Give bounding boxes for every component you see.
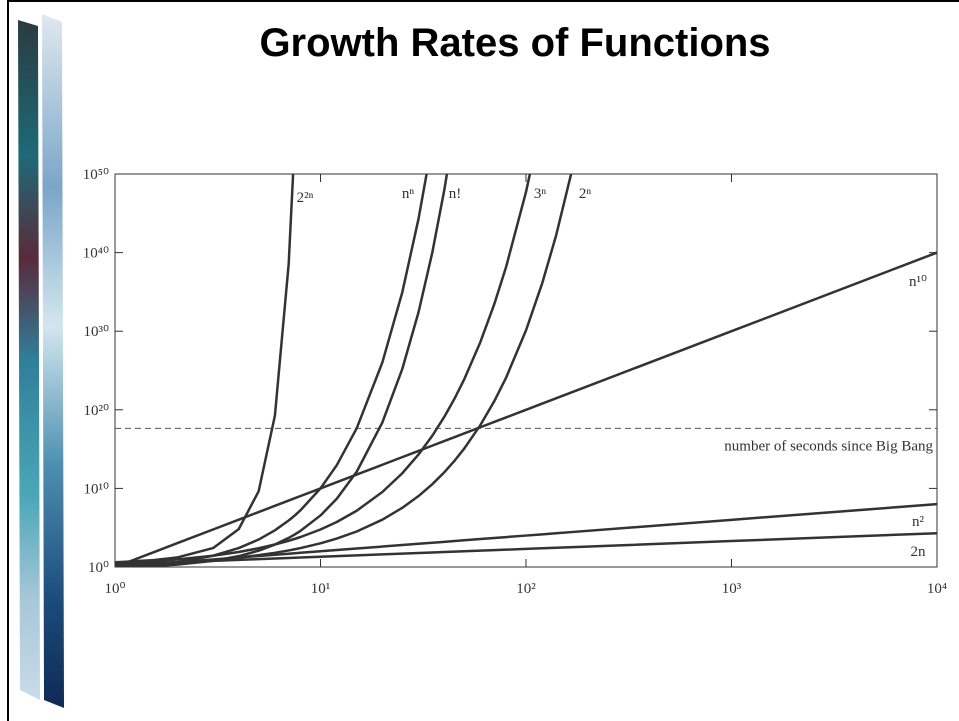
decor-strip (42, 14, 64, 708)
x-tick-label: 10⁴ (927, 581, 947, 597)
background (0, 0, 959, 721)
series-label: 3ⁿ (534, 186, 547, 202)
x-tick-label: 10² (516, 581, 536, 597)
x-tick-label: 10³ (722, 581, 742, 597)
series-label: 2n (911, 544, 927, 560)
series-label: nⁿ (402, 186, 415, 202)
y-tick-label: 10³⁰ (83, 324, 109, 340)
slide-title: Growth Rates of Functions (259, 21, 770, 65)
x-tick-label: 10¹ (311, 581, 331, 597)
y-tick-label: 10⁴⁰ (83, 246, 109, 262)
series-label: 2²ⁿ (297, 190, 314, 206)
y-tick-label: 10¹⁰ (83, 481, 109, 497)
series-label: n! (449, 186, 462, 202)
y-tick-label: 10⁰ (88, 560, 109, 576)
decor-strip (18, 20, 40, 700)
x-tick-label: 10⁰ (104, 581, 125, 597)
y-tick-label: 10⁵⁰ (83, 167, 109, 183)
reference-label: number of seconds since Big Bang (724, 438, 933, 454)
series-label: 2ⁿ (579, 186, 592, 202)
y-tick-label: 10²⁰ (83, 403, 109, 419)
series-label: n² (912, 514, 925, 530)
series-label: n¹⁰ (909, 274, 927, 290)
slide: Growth Rates of Functions 10⁰ 10¹ 10² 10³ 10… (0, 0, 959, 721)
